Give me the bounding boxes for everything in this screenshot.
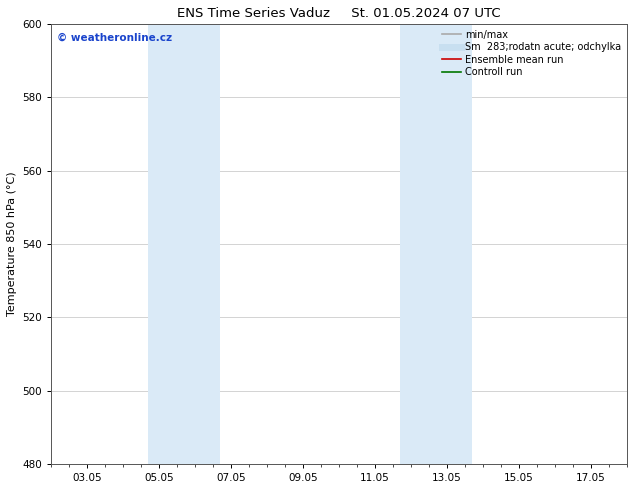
Bar (148, 24, 221, 464)
Legend: min/max, Sm  283;rodatn acute; odchylka, Ensemble mean run, Controll run: min/max, Sm 283;rodatn acute; odchylka, … (438, 26, 625, 81)
Bar (400, 24, 472, 464)
Y-axis label: Temperature 850 hPa (°C): Temperature 850 hPa (°C) (7, 172, 17, 316)
Text: © weatheronline.cz: © weatheronline.cz (57, 33, 172, 43)
Title: ENS Time Series Vaduz     St. 01.05.2024 07 UTC: ENS Time Series Vaduz St. 01.05.2024 07 … (178, 7, 501, 20)
